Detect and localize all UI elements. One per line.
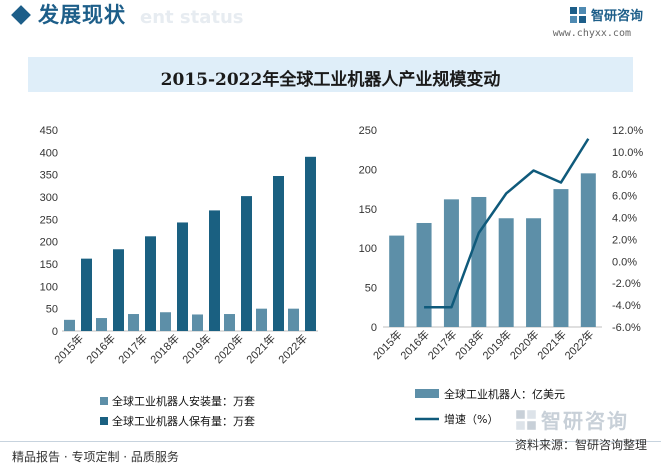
left-x-tick-label: 2022年 — [275, 331, 310, 366]
right-y2-tick-label: 6.0% — [612, 191, 637, 203]
left-bar-install — [256, 308, 267, 331]
right-bar-market — [416, 222, 432, 327]
right-x-tick-label: 2020年 — [507, 327, 542, 362]
footer-logo-icon — [516, 409, 536, 430]
left-bar-stock — [209, 210, 220, 331]
left-legend-swatch — [100, 417, 108, 425]
left-x-tick-label: 2018年 — [147, 331, 182, 366]
left-y-tick-label: 250 — [40, 214, 58, 226]
right-legend-label-line: 增速（%） — [444, 412, 498, 426]
left-bar-install — [224, 314, 235, 331]
right-growth-line — [424, 138, 590, 309]
left-y-tick-label: 400 — [40, 147, 58, 159]
left-bar-stock — [241, 196, 252, 331]
brand-logo-icon — [569, 6, 586, 23]
chart-title: 2015-2022年全球工业机器人产业规模变动 — [160, 70, 501, 90]
left-bar-install — [96, 318, 107, 331]
left-bar-stock — [145, 236, 156, 331]
footer-logo-name: 智研咨询 — [541, 409, 629, 433]
right-bar-market — [526, 218, 542, 327]
left-y-tick-label: 100 — [40, 281, 58, 293]
section-title: 发展现状 — [38, 3, 126, 27]
left-bar-stock — [81, 258, 92, 331]
left-bar-stock — [305, 156, 316, 331]
left-y-tick-label: 50 — [46, 304, 58, 316]
left-x-tick-label: 2017年 — [115, 331, 150, 366]
right-y2-tick-label: -2.0% — [612, 278, 641, 290]
left-legend-label: 全球工业机器人安装量：万套 — [112, 394, 255, 408]
left-x-tick-label: 2019年 — [179, 331, 214, 366]
section-ghost-subtitle: ent status — [140, 7, 244, 28]
right-x-tick-label: 2017年 — [425, 327, 460, 362]
left-y-tick-label: 350 — [40, 170, 58, 182]
right-y2-tick-label: 0.0% — [612, 256, 637, 268]
left-x-tick-label: 2021年 — [243, 331, 278, 366]
left-bar-install — [160, 312, 171, 331]
right-y2-tick-label: 12.0% — [612, 125, 643, 137]
left-y-tick-label: 150 — [40, 259, 58, 271]
left-bar-install — [288, 308, 299, 331]
right-bar-market — [580, 173, 596, 327]
right-bar-market — [553, 189, 569, 327]
left-bar-install — [192, 314, 203, 331]
right-y2-tick-label: 2.0% — [612, 234, 637, 246]
right-bar-market — [389, 235, 405, 327]
right-y2-tick-label: 10.0% — [612, 147, 643, 159]
right-y-tick-label: 100 — [359, 243, 377, 255]
right-x-tick-label: 2022年 — [561, 327, 596, 362]
right-y-tick-label: 250 — [359, 125, 377, 137]
left-x-tick-label: 2020年 — [211, 331, 246, 366]
left-legend-label: 全球工业机器人保有量：万套 — [112, 414, 255, 428]
brand-name: 智研咨询 — [590, 9, 643, 24]
right-legend-label-bar: 全球工业机器人：亿美元 — [444, 387, 565, 401]
footer-tagline: 精品报告 · 专项定制 · 品质服务 — [12, 450, 179, 464]
left-y-tick-label: 0 — [52, 326, 58, 338]
chart-title-bar: 2015-2022年全球工业机器人产业规模变动 — [28, 57, 633, 92]
right-x-tick-label: 2019年 — [479, 327, 514, 362]
right-y-tick-label: 150 — [359, 204, 377, 216]
source-note: 资料来源：智研咨询整理 — [514, 438, 647, 452]
left-y-tick-label: 300 — [40, 192, 58, 204]
right-x-tick-label: 2018年 — [452, 327, 487, 362]
left-bar-install — [128, 314, 139, 331]
right-y2-tick-label: 8.0% — [612, 169, 637, 181]
left-y-tick-label: 450 — [40, 125, 58, 137]
right-y2-tick-label: -6.0% — [612, 322, 641, 334]
right-x-tick-label: 2021年 — [534, 327, 569, 362]
left-bar-stock — [177, 222, 188, 331]
brand: 智研咨询 — [569, 5, 643, 24]
right-legend-swatch-bar — [415, 389, 439, 398]
right-y-tick-label: 200 — [359, 164, 377, 176]
footer-divider — [0, 441, 661, 442]
brand-url: www.chyxx.com — [552, 28, 631, 39]
right-x-tick-label: 2016年 — [397, 327, 432, 362]
left-bar-stock — [113, 249, 124, 331]
right-y-tick-label: 50 — [365, 283, 377, 295]
left-x-tick-label: 2016年 — [83, 331, 118, 366]
right-bar-market — [471, 196, 487, 327]
footer-logo: 智研咨询 — [515, 405, 629, 434]
right-y2-tick-label: 4.0% — [612, 213, 637, 225]
left-bar-install — [64, 319, 75, 331]
left-y-tick-label: 200 — [40, 237, 58, 249]
right-y-tick-label: 0 — [371, 322, 377, 334]
left-legend-swatch — [100, 397, 108, 405]
right-bar-market — [498, 218, 514, 327]
right-y2-tick-label: -4.0% — [612, 300, 641, 312]
left-bar-stock — [273, 176, 284, 331]
